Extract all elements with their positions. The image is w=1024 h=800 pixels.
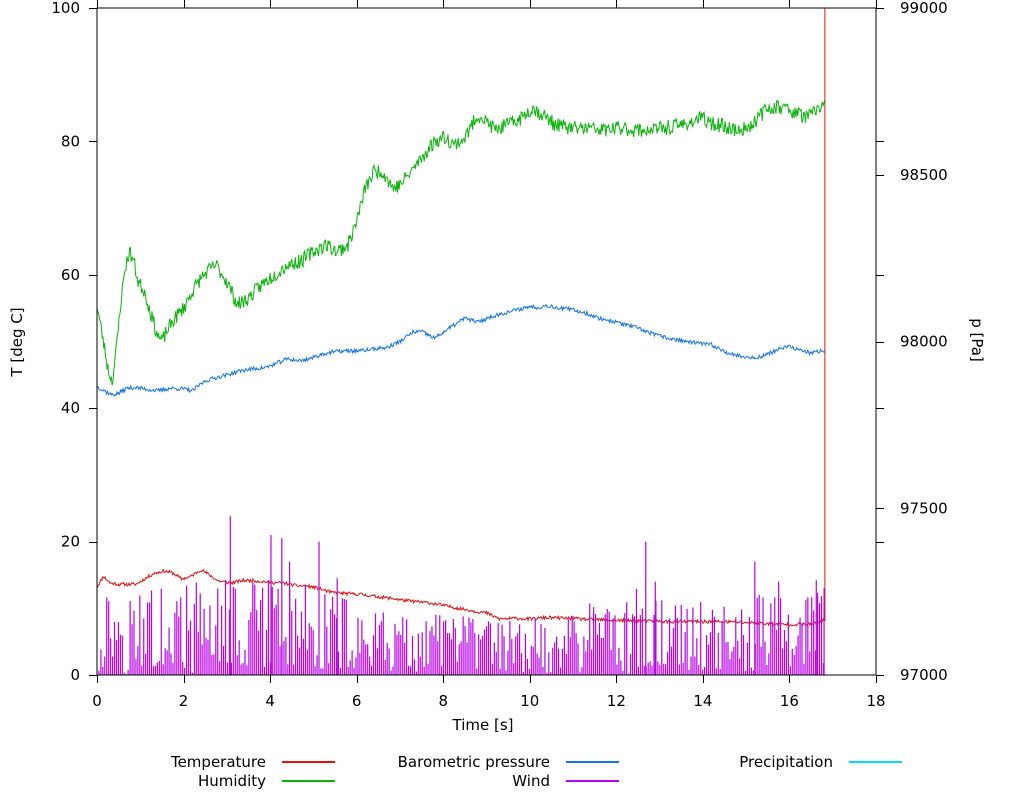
x-tick-label: 0: [92, 692, 102, 710]
series-wind: [98, 516, 825, 675]
y-tick-label: 40: [61, 399, 80, 417]
legend-label: Humidity: [197, 772, 266, 790]
legend-label: Wind: [512, 772, 550, 790]
legend-item-precipitation: Precipitation: [573, 753, 902, 771]
x-tick-label: 4: [265, 692, 275, 710]
y-tick-label: 80: [61, 132, 80, 150]
legend-item-wind: Wind: [290, 772, 619, 790]
x-tick-label: 12: [607, 692, 626, 710]
x-tick-label: 10: [520, 692, 539, 710]
x-tick-label: 16: [780, 692, 799, 710]
legend-swatch: [849, 761, 902, 763]
legend-item-barometric-pressure: Barometric pressure: [290, 753, 619, 771]
legend-label: Precipitation: [739, 753, 833, 771]
y2-tick-label: 98000: [900, 333, 948, 351]
legend-label: Temperature: [170, 753, 266, 771]
series-humidity: [97, 99, 826, 386]
legend-label: Barometric pressure: [397, 753, 550, 771]
series-temperature: [97, 8, 826, 627]
legend-swatch: [566, 780, 619, 782]
x-tick-label: 8: [438, 692, 448, 710]
y2-tick-label: 97500: [900, 499, 948, 517]
y2-tick-label: 99000: [900, 0, 948, 17]
x-axis-title: Time [s]: [452, 716, 514, 734]
y-tick-label: 100: [51, 0, 80, 17]
plot-border: [96, 7, 877, 676]
y-axis-title: T [deg C]: [8, 307, 26, 377]
legend-swatch: [282, 780, 335, 782]
x-tick-label: 18: [866, 692, 885, 710]
y-tick-label: 60: [61, 266, 80, 284]
x-tick-label: 2: [179, 692, 189, 710]
y2-tick-label: 98500: [900, 166, 948, 184]
x-tick-label: 6: [352, 692, 362, 710]
y-tick-label: 0: [70, 666, 80, 684]
legend-item-humidity: Humidity: [6, 772, 335, 790]
legend-item-temperature: Temperature: [6, 753, 335, 771]
series-barometric-pressure: [97, 303, 826, 397]
x-tick-label: 14: [693, 692, 712, 710]
legend-swatch: [566, 761, 619, 763]
legend-swatch: [282, 761, 335, 763]
y2-tick-label: 97000: [900, 666, 948, 684]
y2-axis-title: p [Pa]: [968, 318, 986, 362]
y-tick-label: 20: [61, 533, 80, 551]
